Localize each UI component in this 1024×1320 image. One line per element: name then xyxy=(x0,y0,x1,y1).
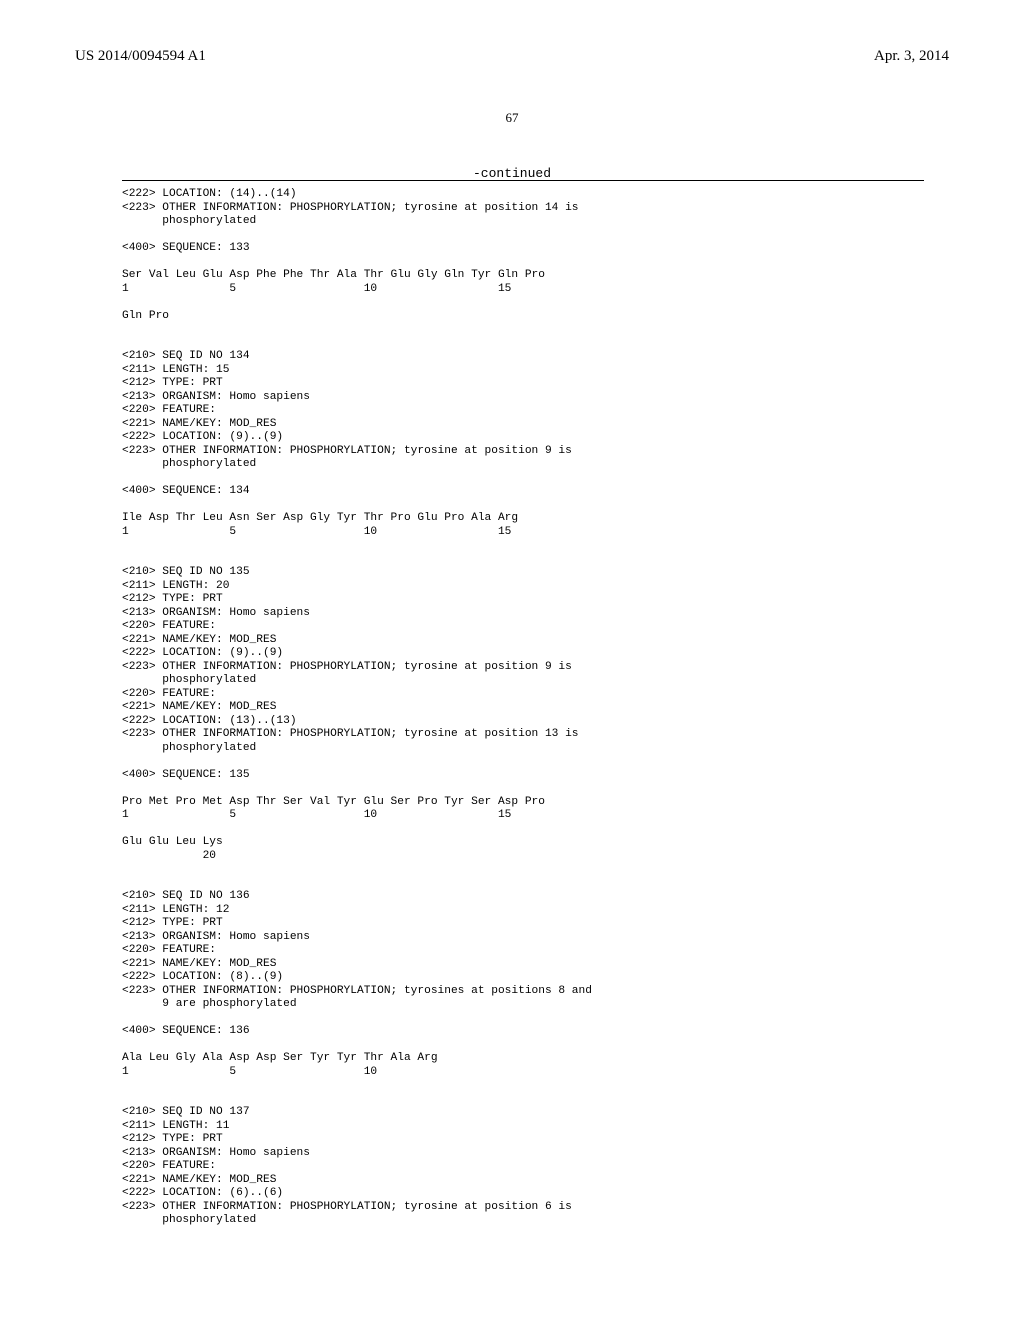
publication-number: US 2014/0094594 A1 xyxy=(75,48,206,65)
page-number: 67 xyxy=(0,110,1024,126)
continued-label: -continued xyxy=(0,166,1024,181)
sequence-listing: <222> LOCATION: (14)..(14) <223> OTHER I… xyxy=(122,188,924,1228)
publication-date: Apr. 3, 2014 xyxy=(874,48,949,65)
horizontal-rule xyxy=(122,180,924,181)
page-header: US 2014/0094594 A1 Apr. 3, 2014 xyxy=(0,48,1024,65)
